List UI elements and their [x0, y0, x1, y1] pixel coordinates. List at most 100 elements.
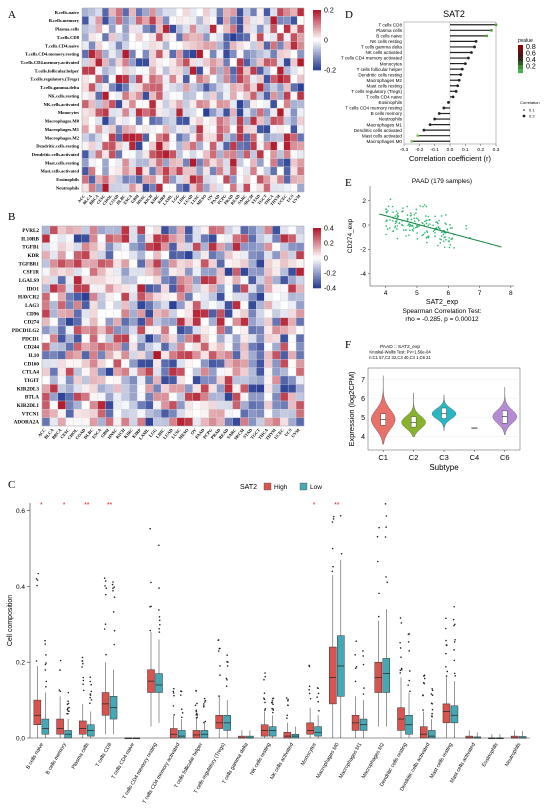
heatmap-cell [232, 417, 241, 427]
heatmap-row-label: T.cells.CD4.memory.activated [20, 60, 79, 65]
heatmap-cell [182, 16, 190, 25]
y-tick-label: 0.6 [16, 508, 25, 515]
heatmap-cell [283, 91, 291, 101]
heatmap-cell [236, 175, 244, 184]
heatmap-cell [250, 83, 258, 92]
heatmap-cell [95, 91, 103, 101]
heatmap-cell [81, 367, 90, 377]
heatmap-cell [243, 16, 251, 25]
heatmap-cell [250, 175, 258, 184]
scatter-point [427, 236, 430, 239]
heatmap-cell [122, 24, 130, 34]
heatmap-cell [283, 158, 291, 168]
heatmap-cell [270, 58, 278, 67]
heatmap-cell [280, 234, 289, 243]
heatmap-cell [232, 384, 241, 393]
heatmap-cell [209, 41, 217, 50]
heatmap-cell [200, 300, 209, 310]
heatmap-cell [49, 325, 59, 335]
heatmap-cell [248, 384, 257, 393]
heatmap-cell [224, 300, 233, 310]
heatmap-cell [297, 49, 305, 59]
heatmap-cell [196, 32, 204, 42]
scatter-point [397, 215, 400, 218]
heatmap-cell [81, 250, 90, 260]
colorbar-segment [313, 271, 321, 274]
heatmap-cell [297, 141, 305, 151]
heatmap-cell [108, 108, 116, 117]
box-outlier [196, 714, 199, 716]
heatmap-cell [200, 359, 209, 368]
heatmap-cell [182, 166, 190, 176]
scatter-point [448, 240, 450, 242]
heatmap-cell [216, 124, 224, 134]
heatmap-cell [295, 300, 305, 310]
heatmap-cell [208, 250, 217, 260]
heatmap-cell [152, 242, 162, 252]
heatmap-cell [145, 334, 154, 343]
scatter-point [444, 222, 446, 224]
heatmap-cell [223, 74, 231, 84]
scatter-point [437, 226, 440, 228]
heatmap-cell [81, 74, 89, 84]
heatmap-cell [41, 334, 51, 343]
heatmap-cell [160, 259, 170, 268]
heatmap-cell [160, 400, 170, 410]
heatmap-cell [49, 267, 59, 277]
heatmap-cell [49, 300, 59, 310]
heatmap-column-label: SARC [226, 427, 238, 439]
significance-marker: * [313, 502, 316, 509]
heatmap-cell [105, 334, 114, 343]
heatmap-cell [236, 141, 244, 151]
heatmap-column-label: LIHC [176, 193, 187, 204]
box-outlier [422, 709, 424, 711]
box-outlier [196, 716, 198, 719]
heatmap-cell [149, 116, 157, 126]
heatmap-cell [208, 325, 217, 335]
box-outlier [454, 623, 456, 626]
lollipop-point [456, 84, 460, 88]
heatmap-cell [243, 175, 251, 184]
heatmap-cell [57, 242, 66, 252]
box-body [283, 732, 292, 739]
heatmap-cell [287, 284, 297, 293]
heatmap-cell [137, 317, 146, 327]
colorbar-segment [313, 255, 321, 257]
scatter-point [405, 235, 407, 237]
heatmap-cell [105, 225, 114, 235]
heatmap-cell [97, 275, 106, 285]
heatmap-cell [113, 367, 122, 377]
heatmap-cell [264, 250, 273, 260]
heatmap-cell [272, 325, 281, 335]
heatmap-cell [105, 309, 114, 318]
header-line: n:C1 57,C2 32,C3 40,C4 1,C6 21 [369, 355, 431, 360]
box-outlier [407, 684, 410, 686]
heatmap-cell [122, 124, 130, 134]
heatmap-cell [256, 133, 264, 142]
box-outlier [172, 690, 175, 693]
heatmap-cell [41, 359, 51, 368]
heatmap-cell [169, 116, 177, 126]
heatmap-cell [216, 49, 224, 59]
header-line: Kruskal-Wallis Test: Pv=1.56e-04 [369, 350, 431, 355]
box-outlier [226, 678, 228, 681]
heatmap-cell [256, 7, 264, 17]
heatmap-cell [192, 350, 201, 360]
box-outlier [272, 709, 275, 711]
heatmap-cell [209, 66, 217, 76]
heatmap-cell [216, 83, 224, 92]
heatmap-cell [73, 375, 82, 385]
heatmap-cell [182, 158, 190, 168]
heatmap-cell [208, 284, 217, 293]
heatmap-cell [176, 83, 184, 92]
heatmap-cell [121, 342, 130, 352]
box-outlier [264, 675, 266, 678]
heatmap-cell [272, 300, 281, 310]
heatmap-cell [57, 325, 66, 335]
heatmap-cell [152, 275, 162, 285]
heatmap-cell [102, 16, 110, 25]
heatmap-cell [248, 350, 257, 360]
heatmap-cell [88, 133, 96, 142]
y-tick-label: 2 [362, 198, 366, 205]
scatter-point [437, 222, 439, 225]
